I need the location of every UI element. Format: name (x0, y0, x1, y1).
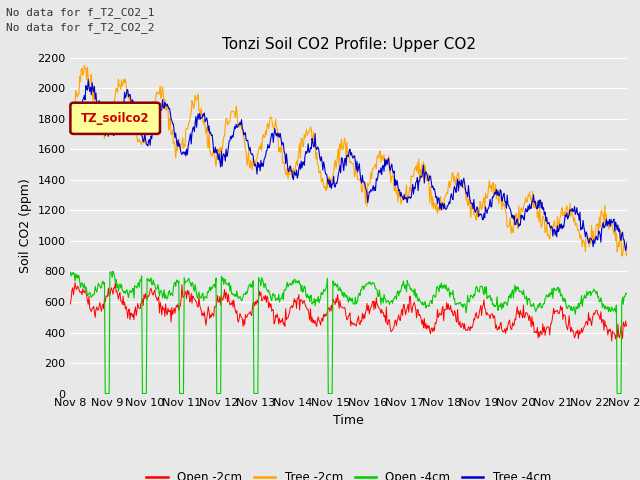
Text: No data for f_T2_CO2_2: No data for f_T2_CO2_2 (6, 22, 155, 33)
Text: No data for f_T2_CO2_1: No data for f_T2_CO2_1 (6, 7, 155, 18)
Y-axis label: Soil CO2 (ppm): Soil CO2 (ppm) (19, 178, 32, 273)
Title: Tonzi Soil CO2 Profile: Upper CO2: Tonzi Soil CO2 Profile: Upper CO2 (222, 37, 476, 52)
X-axis label: Time: Time (333, 414, 364, 427)
Text: TZ_soilco2: TZ_soilco2 (81, 112, 150, 125)
Legend: Open -2cm, Tree -2cm, Open -4cm, Tree -4cm: Open -2cm, Tree -2cm, Open -4cm, Tree -4… (141, 466, 556, 480)
